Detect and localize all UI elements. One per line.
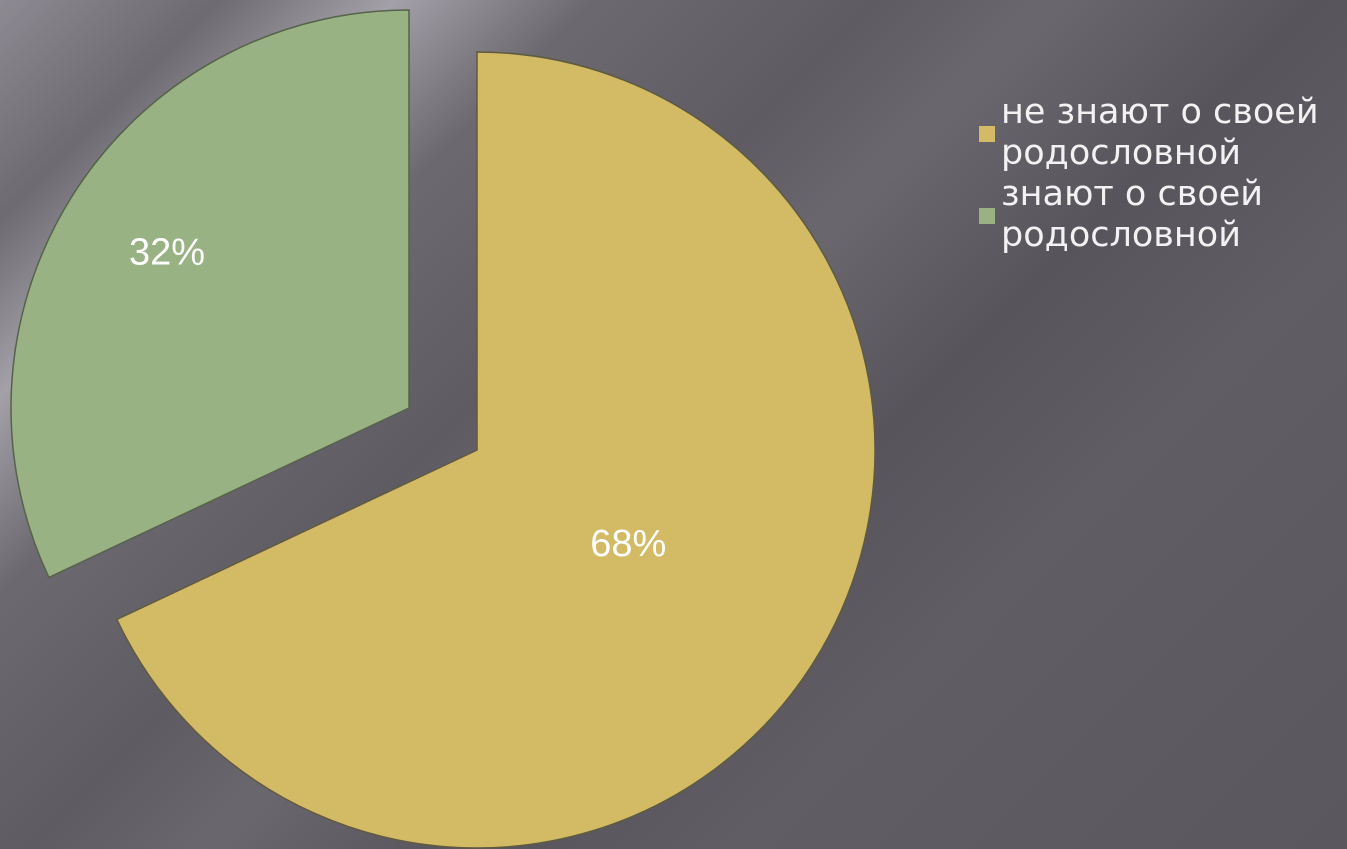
- legend-item-dont-know: не знают о своей родословной: [975, 92, 1347, 174]
- pie-slice-know: [10, 9, 410, 579]
- legend-label-know: знают о своей родословной: [1001, 174, 1264, 255]
- legend-swatch-dont-know: [979, 126, 995, 142]
- pie-slice-dont-know: [115, 51, 876, 849]
- legend-item-know: знают о своей родословной: [975, 174, 1347, 256]
- legend-swatch-know: [979, 208, 995, 224]
- slice-label-dont-know: 68%: [590, 523, 666, 565]
- legend-label-dont-know: не знают о своей родословной: [1001, 92, 1319, 173]
- chart-legend: не знают о своей родословной знают о сво…: [975, 92, 1347, 256]
- slice-label-know: 32%: [129, 231, 205, 273]
